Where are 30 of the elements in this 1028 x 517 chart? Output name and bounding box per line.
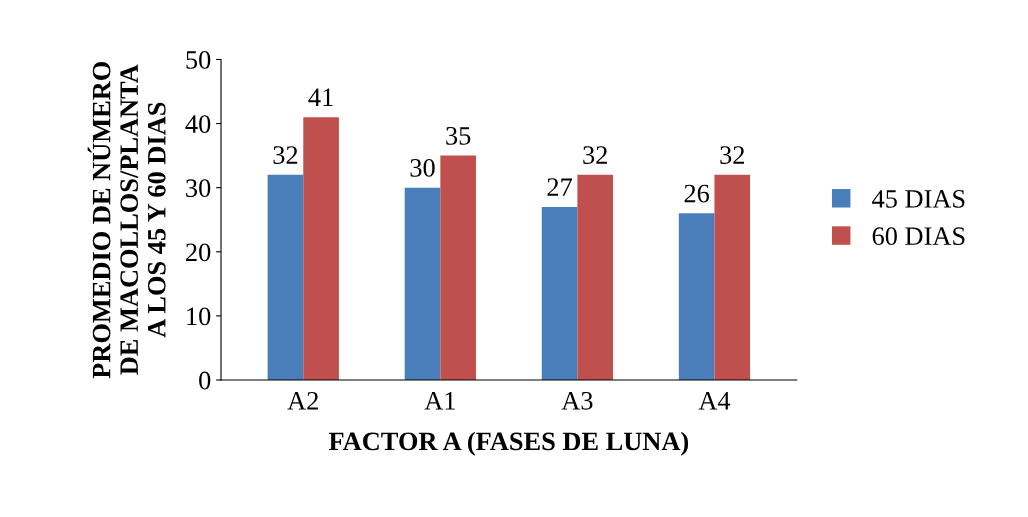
bar	[267, 174, 304, 380]
data-label: 27	[547, 178, 573, 196]
bar	[303, 117, 339, 380]
bar	[440, 155, 476, 380]
data-label: 41	[308, 88, 333, 106]
y-tick-label: 10	[187, 307, 211, 326]
x-tick-label: A4	[698, 392, 731, 410]
bar	[678, 213, 715, 380]
x-axis-title: FACTOR A (FASES DE LUNA)	[328, 431, 689, 456]
bar	[404, 187, 441, 380]
y-tick-label: 20	[186, 243, 211, 262]
bar	[714, 174, 751, 380]
legend-label: 60 DIAS	[872, 227, 965, 246]
bar	[577, 174, 614, 380]
data-label: 32	[720, 146, 745, 164]
y-tick-label: 40	[185, 115, 211, 133]
x-tick-label: A3	[561, 391, 593, 410]
legend-label: 45 DIAS	[872, 190, 965, 208]
y-axis-title: PROMEDIO DE NÚMERO DE MACOLLOS/PLANTA A LOS 45 Y 60 DIAS	[87, 61, 166, 379]
data-label: 32	[273, 146, 298, 164]
x-tick-label: A2	[287, 391, 318, 410]
bar	[541, 206, 578, 380]
y-tick-label: 30	[186, 179, 211, 198]
data-label: 26	[684, 184, 710, 203]
data-label: 32	[583, 146, 607, 164]
x-tick-label: A1	[424, 392, 455, 410]
y-tick-label: 50	[186, 51, 211, 69]
y-tick-label: 0	[199, 371, 211, 390]
data-label: 35	[446, 126, 471, 145]
data-label: 30	[410, 158, 435, 177]
